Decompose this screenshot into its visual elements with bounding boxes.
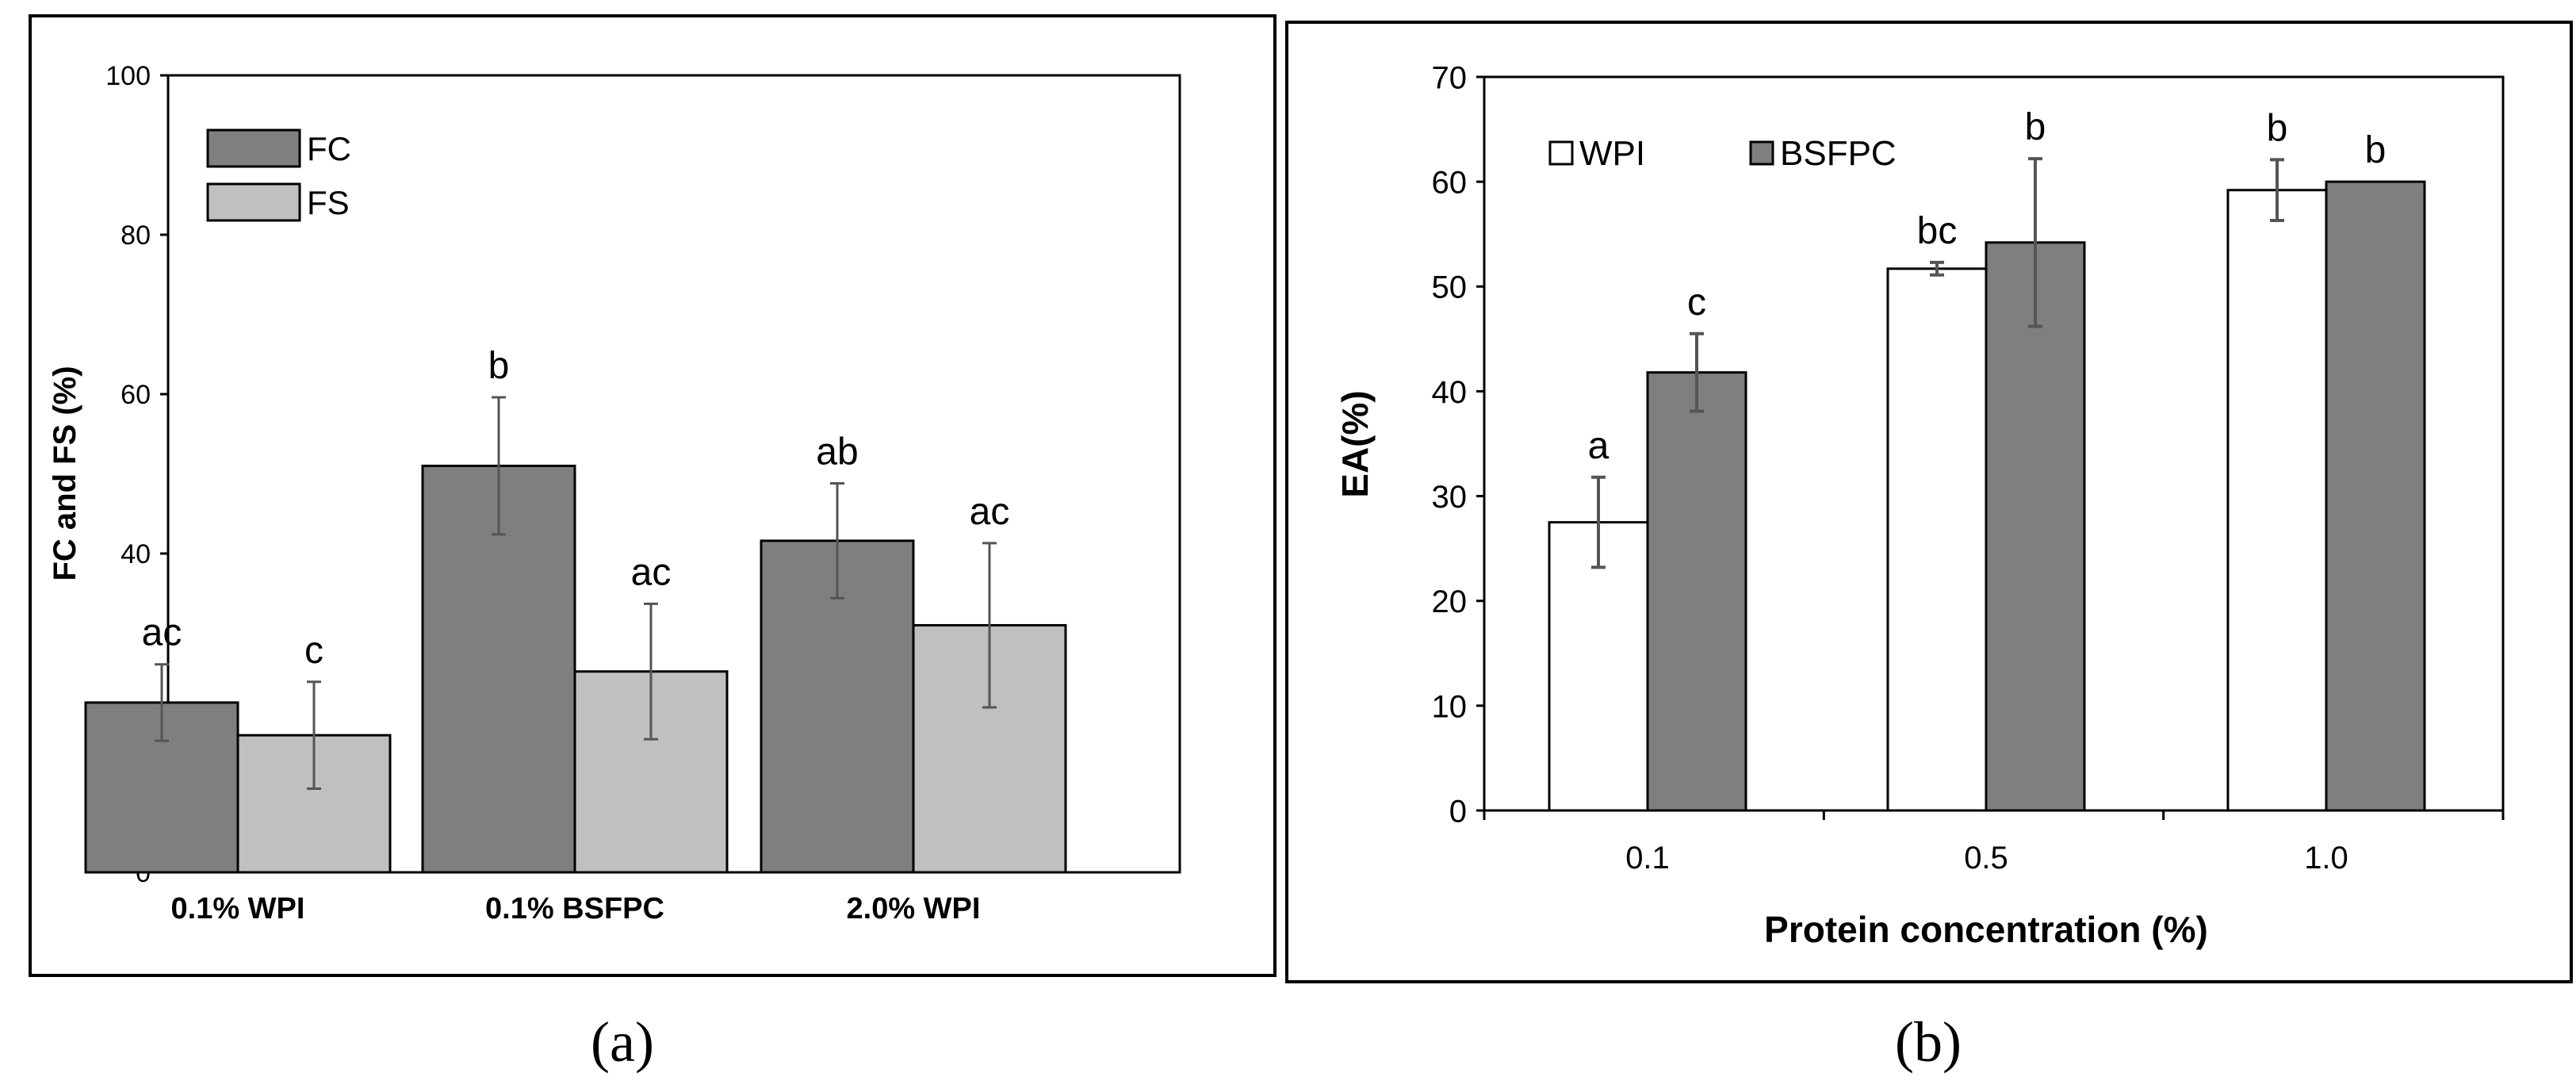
a-legend-label-fs: FS (307, 184, 350, 221)
b-y-tick-label: 10 (1432, 689, 1468, 724)
b-legend-label-bsfpc: BSFPC (1780, 134, 1897, 173)
a-significance-letter: c (304, 630, 323, 672)
b-bar-wpi (1548, 521, 1649, 812)
a-significance-letter: b (488, 345, 510, 387)
b-legend-swatch-wpi (1548, 140, 1574, 166)
a-legend-label-fc: FC (307, 130, 351, 167)
b-significance-letter: c (1687, 282, 1706, 324)
a-legend-swatch-fs (206, 182, 301, 222)
b-bar-wpi (1886, 267, 1988, 812)
b-y-tick-label: 70 (1432, 60, 1468, 95)
b-legend-swatch-bsfpc (1749, 140, 1774, 166)
b-x-tick-label: 0.5 (1964, 841, 2008, 876)
b-x-axis-label: Protein concentration (%) (1764, 909, 2208, 950)
a-x-tick-label: 0.1% BSFPC (485, 892, 664, 925)
b-significance-letter: b (2267, 107, 2288, 149)
b-y-tick-label: 50 (1432, 270, 1468, 305)
b-x-tick-label: 1.0 (2304, 841, 2348, 876)
b-y-tick-label: 30 (1432, 480, 1468, 515)
b-significance-letter: b (2025, 106, 2046, 148)
a-y-axis-label: FC and FS (%) (48, 366, 82, 580)
b-significance-letter: bc (1917, 210, 1958, 252)
a-y-tick-label: 40 (121, 539, 151, 569)
a-x-tick-label: 2.0% WPI (847, 892, 981, 925)
b-legend-label-wpi: WPI (1579, 134, 1645, 173)
b-bar-bsfpc (2325, 180, 2426, 812)
b-bar-bsfpc (1646, 371, 1747, 812)
b-bar-wpi (2226, 189, 2328, 812)
a-y-tick-label: 100 (105, 61, 151, 91)
b-significance-letter: b (2365, 129, 2387, 171)
a-significance-letter: ab (816, 431, 858, 473)
a-y-tick-label: 80 (121, 220, 151, 251)
b-y-axis-label: EA(%) (1334, 390, 1376, 497)
b-y-tick-label: 60 (1432, 166, 1468, 201)
a-y-tick-label: 60 (121, 380, 151, 410)
a-significance-letter: ac (970, 491, 1010, 533)
a-legend-swatch-fc (206, 128, 301, 168)
b-y-tick-label: 40 (1432, 375, 1468, 410)
a-significance-letter: ac (631, 551, 672, 593)
b-significance-letter: a (1588, 425, 1610, 467)
b-y-tick-label: 0 (1449, 794, 1467, 829)
a-significance-letter: ac (142, 612, 182, 654)
b-y-tick-label: 20 (1432, 584, 1468, 619)
panel-b-label: (b) (1895, 1010, 1962, 1074)
a-x-tick-label: 0.1% WPI (171, 892, 305, 925)
panel-b: 0 10 20 30 40 50 60 70 a c 0.1 bc b 0.5 b b 1.0 EA(%) Prot… (1285, 21, 2573, 1074)
panel-a-label: (a) (591, 1010, 654, 1074)
b-x-tick-label: 0.1 (1625, 841, 1670, 876)
panel-b-chart: 0 10 20 30 40 50 60 70 a c 0.1 bc b 0.5 b b 1.0 EA(%) Prot… (1334, 60, 2505, 950)
